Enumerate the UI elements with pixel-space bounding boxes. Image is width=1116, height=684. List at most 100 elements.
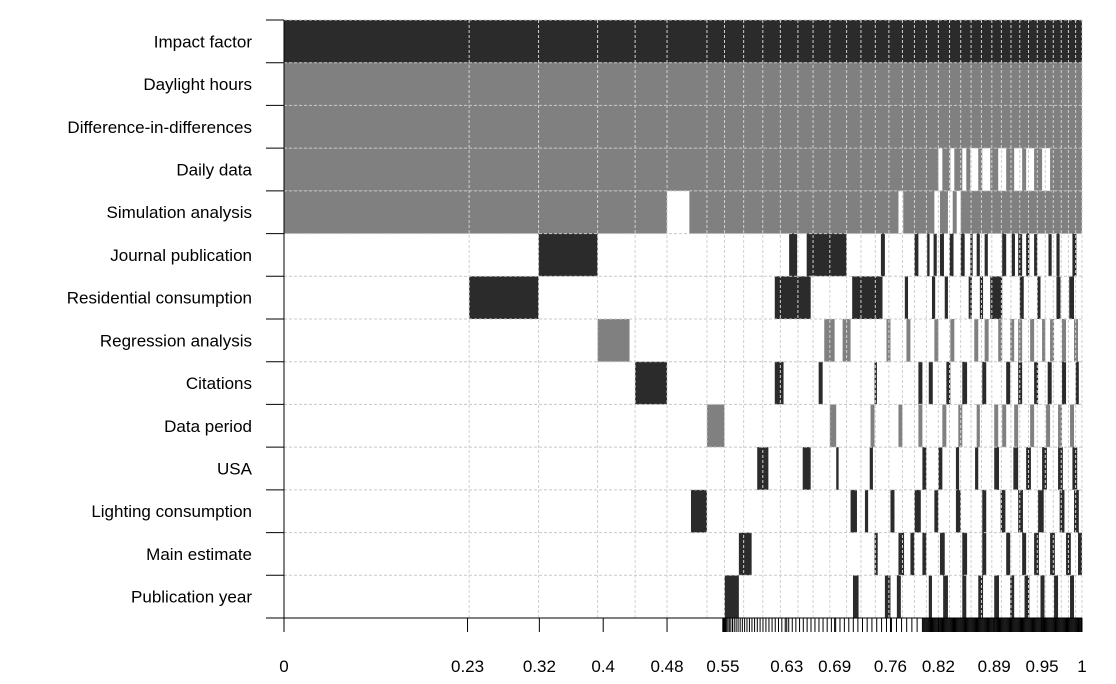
cell-8-14 (1075, 361, 1079, 405)
variable-label: Daylight hours (143, 75, 252, 94)
cell-8-0 (635, 361, 668, 405)
cell-4-3 (939, 190, 948, 234)
cell-1-0 (284, 62, 1082, 106)
x-tick-label: 0.32 (523, 657, 556, 676)
cell-5-15 (1018, 233, 1023, 277)
cell-13-13 (1070, 575, 1075, 618)
cell-13-2 (884, 575, 891, 618)
cell-12-1 (874, 532, 878, 576)
cell-11-9 (1018, 489, 1023, 533)
cell-10-8 (994, 447, 1000, 490)
cell-11-12 (1074, 489, 1079, 533)
cell-8-8 (982, 361, 987, 405)
x-tick-label: 0.95 (1026, 657, 1059, 676)
cell-8-5 (928, 361, 933, 405)
x-tick-label: 0.76 (874, 657, 907, 676)
cell-10-3 (869, 447, 873, 490)
cell-11-8 (1000, 489, 1006, 533)
x-tick-label: 0.55 (706, 657, 739, 676)
cell-13-6 (962, 575, 967, 618)
cell-13-7 (978, 575, 984, 618)
x-tick-label: 0.48 (650, 657, 683, 676)
cell-7-12 (1030, 319, 1035, 362)
cell-13-4 (928, 575, 932, 618)
cell-7-14 (1050, 319, 1055, 362)
cell-8-2 (818, 361, 823, 405)
cell-3-3 (966, 148, 971, 191)
cell-5-0 (538, 233, 598, 277)
variable-label: Difference-in-differences (67, 118, 252, 137)
cell-4-0 (284, 190, 668, 234)
variable-labels: Impact factor Daylight hours Difference-in… (67, 19, 285, 619)
cell-6-3 (904, 276, 909, 319)
cell-5-7 (939, 233, 944, 277)
cell-10-6 (955, 447, 960, 490)
cell-12-4 (922, 532, 927, 576)
cell-11-6 (955, 489, 961, 533)
cell-8-9 (1006, 361, 1011, 405)
cell-6-12 (1069, 276, 1075, 319)
cell-5-9 (960, 233, 965, 277)
cell-9-10 (1014, 404, 1019, 448)
cell-8-12 (1047, 361, 1052, 405)
cell-7-8 (984, 319, 989, 362)
cell-9-7 (976, 404, 980, 448)
cell-6-11 (1056, 276, 1061, 319)
cell-11-11 (1059, 489, 1065, 533)
cell-8-3 (874, 361, 877, 405)
cell-12-10 (1034, 532, 1039, 576)
cell-5-3 (880, 233, 885, 277)
cell-11-10 (1038, 489, 1044, 533)
variable-label: Citations (186, 374, 252, 393)
x-tick-label: 1 (1077, 657, 1086, 676)
cell-10-0 (757, 447, 769, 490)
cell-7-0 (597, 319, 630, 362)
cell-2-0 (284, 105, 1082, 149)
cell-4-2 (903, 190, 935, 234)
cell-5-2 (806, 233, 847, 277)
cell-12-11 (1050, 532, 1055, 576)
cell-6-5 (944, 276, 948, 319)
x-axis: 0 0.23 0.32 0.4 0.48 0.55 0.63 0.69 0.76 0.82 0.89… (279, 617, 1087, 676)
x-tick-label: 0 (279, 657, 288, 676)
x-tick-label: 0.4 (591, 657, 615, 676)
cell-12-3 (910, 532, 915, 576)
variable-label: Residential consumption (67, 289, 252, 308)
cell-5-12 (984, 233, 988, 277)
cell-9-11 (1030, 404, 1035, 448)
cell-9-3 (898, 404, 903, 448)
cell-12-6 (962, 532, 968, 576)
cell-7-4 (906, 319, 911, 362)
variable-label: Lighting consumption (91, 502, 252, 521)
cell-6-0 (469, 276, 539, 319)
cell-11-5 (934, 489, 939, 533)
variable-label: Daily data (176, 161, 252, 180)
variable-label: Journal publication (110, 246, 252, 265)
cell-4-4 (952, 190, 957, 234)
cell-13-0 (724, 575, 739, 618)
cell-10-9 (1013, 447, 1019, 490)
cell-13-9 (1010, 575, 1015, 618)
cell-3-1 (942, 148, 951, 191)
cell-7-10 (1010, 319, 1015, 362)
cell-13-12 (1054, 575, 1059, 618)
cell-9-13 (1058, 404, 1063, 448)
cell-6-4 (931, 276, 936, 319)
cell-8-10 (1018, 361, 1023, 405)
cell-12-13 (1078, 532, 1082, 576)
cell-5-1 (789, 233, 798, 277)
cell-11-7 (982, 489, 987, 533)
cell-5-17 (1034, 233, 1038, 277)
cell-6-6 (968, 276, 972, 319)
gridlines (283, 19, 1083, 619)
cell-10-11 (1042, 447, 1047, 490)
cell-10-5 (938, 447, 943, 490)
cell-7-6 (950, 319, 955, 362)
cell-6-2 (852, 276, 883, 319)
x-tick-label: 0.82 (922, 657, 955, 676)
x-tick-label: 0.89 (978, 657, 1011, 676)
cell-8-13 (1062, 361, 1067, 405)
variable-label: USA (217, 460, 253, 479)
cell-4-1 (689, 190, 899, 234)
